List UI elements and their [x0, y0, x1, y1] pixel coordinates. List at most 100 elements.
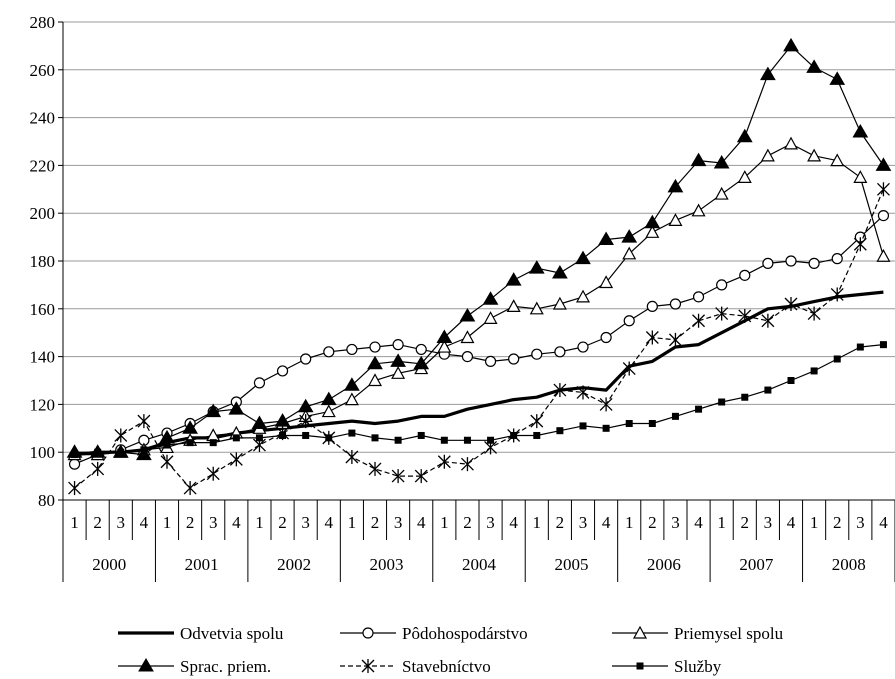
data-point	[367, 355, 383, 370]
quarter-label: 2	[463, 513, 472, 532]
legend-label: Odvetvia spolu	[180, 624, 284, 643]
data-point	[461, 351, 474, 363]
data-point	[784, 297, 798, 312]
legend-item: Priemysel spolu	[612, 624, 784, 643]
data-point	[71, 451, 79, 459]
data-point	[599, 275, 614, 289]
data-point	[251, 415, 268, 430]
quarter-label: 3	[579, 513, 588, 532]
data-point	[276, 365, 289, 377]
data-point	[761, 313, 775, 328]
data-point	[830, 153, 845, 167]
quarter-label: 1	[625, 513, 634, 532]
data-point	[553, 383, 567, 398]
data-point	[831, 253, 843, 265]
data-point	[323, 346, 335, 358]
data-point	[833, 355, 841, 363]
data-point	[760, 66, 776, 81]
data-point	[599, 397, 613, 412]
data-point	[783, 37, 799, 52]
y-tick-label: 180	[30, 252, 56, 271]
quarter-label: 4	[694, 513, 703, 532]
data-point	[437, 339, 452, 353]
data-point	[391, 469, 405, 484]
data-point	[645, 225, 660, 238]
data-point	[232, 434, 240, 442]
y-tick-label: 160	[30, 300, 56, 319]
data-point	[556, 427, 564, 435]
data-point	[459, 307, 476, 322]
data-point	[279, 431, 287, 439]
data-point	[764, 386, 772, 394]
data-point	[348, 429, 356, 437]
data-point	[622, 361, 636, 376]
data-point	[646, 300, 658, 313]
data-point	[575, 250, 591, 265]
data-point	[483, 311, 498, 324]
legend-label: Pôdohospodárstvo	[402, 624, 528, 643]
quarter-label: 2	[833, 513, 842, 532]
data-point	[163, 441, 171, 449]
year-label: 2004	[462, 555, 497, 574]
data-point	[853, 170, 868, 183]
data-point	[394, 436, 402, 444]
series-5	[68, 182, 890, 496]
data-point	[460, 457, 474, 472]
quarter-label: 2	[556, 513, 565, 532]
data-point	[625, 420, 633, 428]
quarter-label: 4	[417, 513, 426, 532]
legend: Odvetvia spolu Pôdohospodárstvo Priemysel …	[118, 624, 784, 676]
data-point	[390, 353, 406, 367]
series-3	[67, 136, 891, 461]
quarter-label: 2	[371, 513, 380, 532]
data-point	[810, 367, 818, 375]
data-point	[552, 296, 567, 310]
data-point	[808, 257, 820, 269]
legend-item: Služby	[612, 657, 722, 676]
year-label: 2008	[832, 555, 866, 574]
data-point	[760, 148, 775, 162]
data-point	[530, 414, 544, 429]
y-tick-label: 280	[30, 13, 56, 32]
quarter-label: 3	[764, 513, 773, 532]
data-point	[695, 405, 703, 413]
year-label: 2005	[554, 555, 588, 574]
data-point	[440, 436, 448, 444]
data-point	[736, 128, 753, 143]
data-point	[346, 343, 358, 356]
y-tick-label: 260	[30, 61, 56, 80]
y-tick-label: 120	[30, 395, 56, 414]
data-point	[361, 659, 375, 673]
data-point	[713, 155, 730, 169]
data-point	[577, 341, 589, 353]
series-line	[74, 344, 884, 456]
year-label: 2007	[739, 555, 774, 574]
data-point	[344, 392, 359, 406]
data-point	[484, 355, 497, 367]
data-point	[413, 355, 430, 370]
legend-item: Odvetvia spolu	[118, 624, 284, 643]
quarter-label: 4	[140, 513, 149, 532]
y-tick-label: 100	[30, 443, 56, 462]
data-point	[228, 401, 245, 415]
data-point	[714, 186, 729, 200]
data-point	[183, 481, 197, 496]
legend-item: Sprac. priem.	[118, 657, 271, 676]
data-point	[876, 248, 891, 262]
data-point	[644, 214, 661, 229]
data-point	[255, 434, 263, 442]
plot-area	[66, 37, 892, 496]
data-point	[852, 123, 869, 138]
data-point	[762, 257, 774, 269]
data-point	[508, 353, 520, 365]
y-tick-label: 200	[30, 204, 56, 223]
quarter-label: 2	[278, 513, 287, 532]
data-point	[739, 269, 751, 281]
data-point	[648, 420, 656, 428]
quarter-label: 1	[533, 513, 542, 532]
data-point	[830, 287, 844, 302]
year-label: 2003	[370, 555, 404, 574]
data-point	[692, 313, 706, 328]
quarter-label: 1	[163, 513, 172, 532]
data-point	[274, 413, 291, 427]
